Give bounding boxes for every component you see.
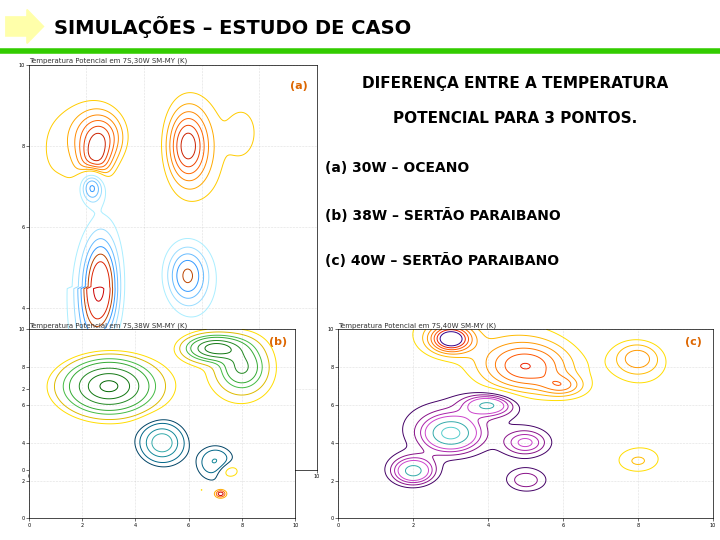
Text: (b): (b) <box>269 337 287 347</box>
Text: (c) 40W – SERTÃO PARAIBANO: (c) 40W – SERTÃO PARAIBANO <box>325 253 559 268</box>
Text: (c): (c) <box>685 337 701 347</box>
Text: (b) 38W – SERTÃO PARAIBANO: (b) 38W – SERTÃO PARAIBANO <box>325 208 560 223</box>
FancyArrow shape <box>6 10 43 43</box>
Text: SIMULAÇÕES – ESTUDO DE CASO: SIMULAÇÕES – ESTUDO DE CASO <box>54 16 411 38</box>
Text: Temperatura Potencial em 7S,40W SM-MY (K): Temperatura Potencial em 7S,40W SM-MY (K… <box>338 322 497 329</box>
Text: Temperatura Potencial em 7S,38W SM-MY (K): Temperatura Potencial em 7S,38W SM-MY (K… <box>29 322 187 329</box>
Text: DIFERENÇA ENTRE A TEMPERATURA: DIFERENÇA ENTRE A TEMPERATURA <box>361 76 668 91</box>
Text: (a): (a) <box>290 81 308 91</box>
Text: POTENCIAL PARA 3 PONTOS.: POTENCIAL PARA 3 PONTOS. <box>392 111 637 126</box>
Text: Temperatura Potencial em 7S,30W SM-MY (K): Temperatura Potencial em 7S,30W SM-MY (K… <box>29 58 187 64</box>
Text: (a) 30W – OCEANO: (a) 30W – OCEANO <box>325 161 469 176</box>
